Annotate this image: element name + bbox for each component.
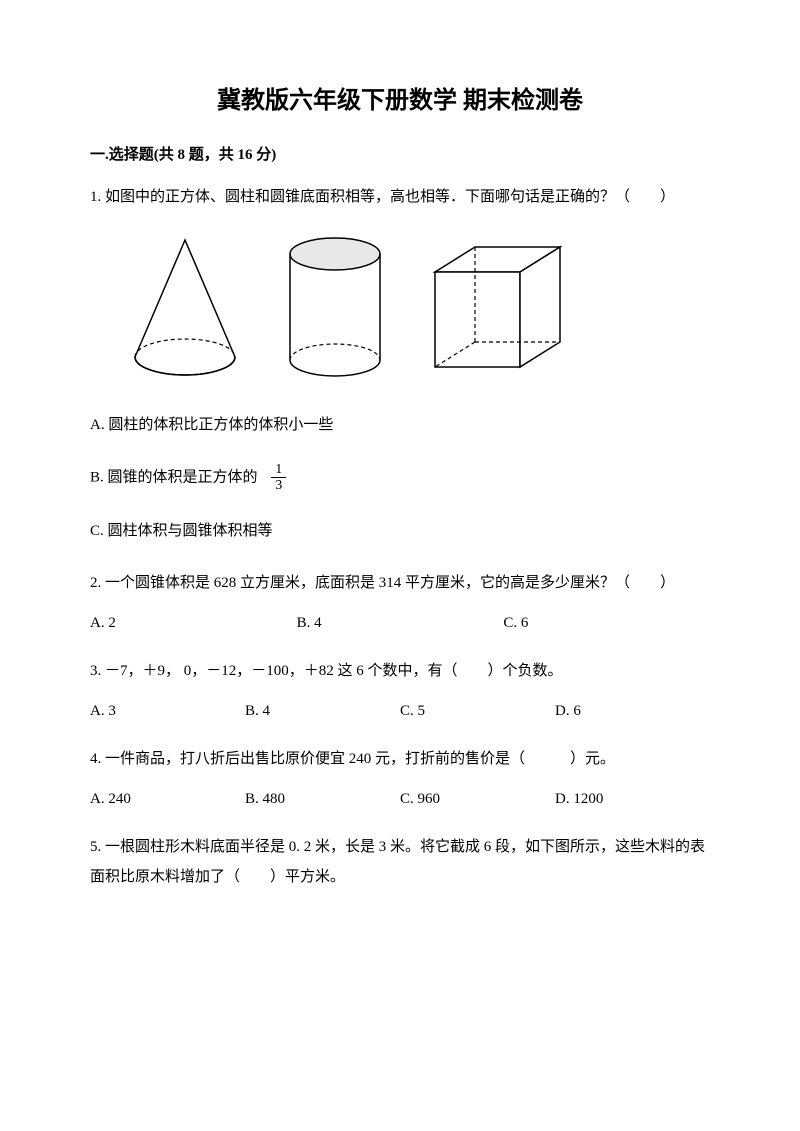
q4-options: A. 240 B. 480 C. 960 D. 1200 <box>90 784 710 814</box>
q4-option-a: A. 240 <box>90 784 245 814</box>
cylinder-icon <box>280 232 390 382</box>
q4-text: 4. 一件商品，打八折后出售比原价便宜 240 元，打折前的售价是（ ）元。 <box>90 744 710 774</box>
q3-option-d: D. 6 <box>555 696 710 726</box>
q3-options: A. 3 B. 4 C. 5 D. 6 <box>90 696 710 726</box>
section-header: 一.选择题(共 8 题，共 16 分) <box>90 143 710 164</box>
q1-text: 1. 如图中的正方体、圆柱和圆锥底面积相等，高也相等．下面哪句话是正确的？（ ） <box>90 182 710 212</box>
q2-option-c: C. 6 <box>503 608 710 638</box>
q3-option-a: A. 3 <box>90 696 245 726</box>
question-2: 2. 一个圆锥体积是 628 立方厘米，底面积是 314 平方厘米，它的高是多少… <box>90 568 710 638</box>
fraction-denominator: 3 <box>271 478 286 493</box>
q3-option-c: C. 5 <box>400 696 555 726</box>
question-4: 4. 一件商品，打八折后出售比原价便宜 240 元，打折前的售价是（ ）元。 A… <box>90 744 710 814</box>
question-3: 3. －7，＋9， 0，－12，－100，＋82 这 6 个数中，有（ ）个负数… <box>90 656 710 726</box>
q2-options: A. 2 B. 4 C. 6 <box>90 608 710 638</box>
q1-option-b: B. 圆锥的体积是正方体的 1 3 <box>90 462 710 494</box>
question-5: 5. 一根圆柱形木料底面半径是 0. 2 米，长是 3 米。将它截成 6 段，如… <box>90 832 710 892</box>
q1-option-c: C. 圆柱体积与圆锥体积相等 <box>90 516 710 546</box>
shapes-diagram <box>120 232 710 382</box>
question-1: 1. 如图中的正方体、圆柱和圆锥底面积相等，高也相等．下面哪句话是正确的？（ ）… <box>90 182 710 546</box>
q1-optb-text: B. 圆锥的体积是正方体的 <box>90 469 258 485</box>
fraction-numerator: 1 <box>271 462 286 478</box>
cone-icon <box>120 232 250 382</box>
q3-option-b: B. 4 <box>245 696 400 726</box>
page-title: 冀教版六年级下册数学 期末检测卷 <box>90 80 710 115</box>
cube-icon <box>420 232 570 382</box>
q5-text: 5. 一根圆柱形木料底面半径是 0. 2 米，长是 3 米。将它截成 6 段，如… <box>90 832 710 892</box>
q4-option-d: D. 1200 <box>555 784 710 814</box>
q2-option-b: B. 4 <box>297 608 504 638</box>
q4-option-b: B. 480 <box>245 784 400 814</box>
q4-option-c: C. 960 <box>400 784 555 814</box>
q2-text: 2. 一个圆锥体积是 628 立方厘米，底面积是 314 平方厘米，它的高是多少… <box>90 568 710 598</box>
fraction-icon: 1 3 <box>271 462 286 494</box>
q3-text: 3. －7，＋9， 0，－12，－100，＋82 这 6 个数中，有（ ）个负数… <box>90 656 710 686</box>
q2-option-a: A. 2 <box>90 608 297 638</box>
q1-option-a: A. 圆柱的体积比正方体的体积小一些 <box>90 410 710 440</box>
